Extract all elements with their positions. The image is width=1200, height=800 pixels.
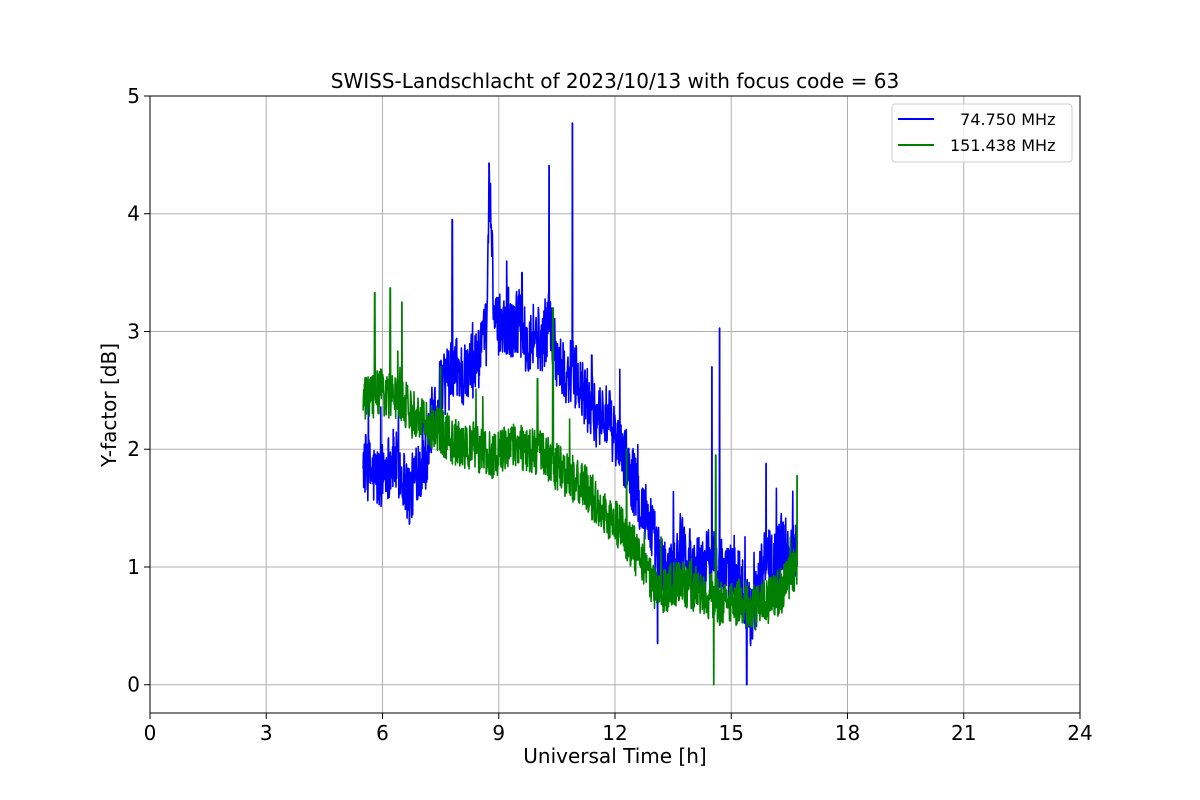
x-tick-label: 12 [602, 721, 627, 745]
legend-label-1: 151.438 MHz [950, 136, 1055, 155]
legend-box [891, 103, 1073, 163]
legend-label-0: 74.750 MHz [950, 110, 1055, 129]
legend: 74.750 MHz 151.438 MHz [891, 103, 1073, 163]
x-tick-label: 3 [260, 721, 273, 745]
y-tick-label: 5 [127, 84, 140, 108]
chart-title: SWISS-Landschlacht of 2023/10/13 with fo… [331, 69, 899, 93]
x-tick-label: 9 [492, 721, 505, 745]
x-tick-label: 15 [719, 721, 744, 745]
y-tick-label: 3 [127, 319, 140, 343]
x-axis-label: Universal Time [h] [523, 744, 706, 768]
x-tick-label: 0 [144, 721, 157, 745]
y-tick-label: 2 [127, 437, 140, 461]
x-tick-label: 21 [951, 721, 976, 745]
y-tick-label: 1 [127, 555, 140, 579]
y-tick-label: 4 [127, 202, 140, 226]
y-axis-label: Y-factor [dB] [97, 343, 121, 468]
x-tick-label: 24 [1067, 721, 1092, 745]
x-tick-label: 6 [376, 721, 389, 745]
series-layer [362, 122, 798, 686]
y-tick-label: 0 [127, 673, 140, 697]
x-tick-label: 18 [835, 721, 860, 745]
series-line-1 [362, 287, 798, 686]
